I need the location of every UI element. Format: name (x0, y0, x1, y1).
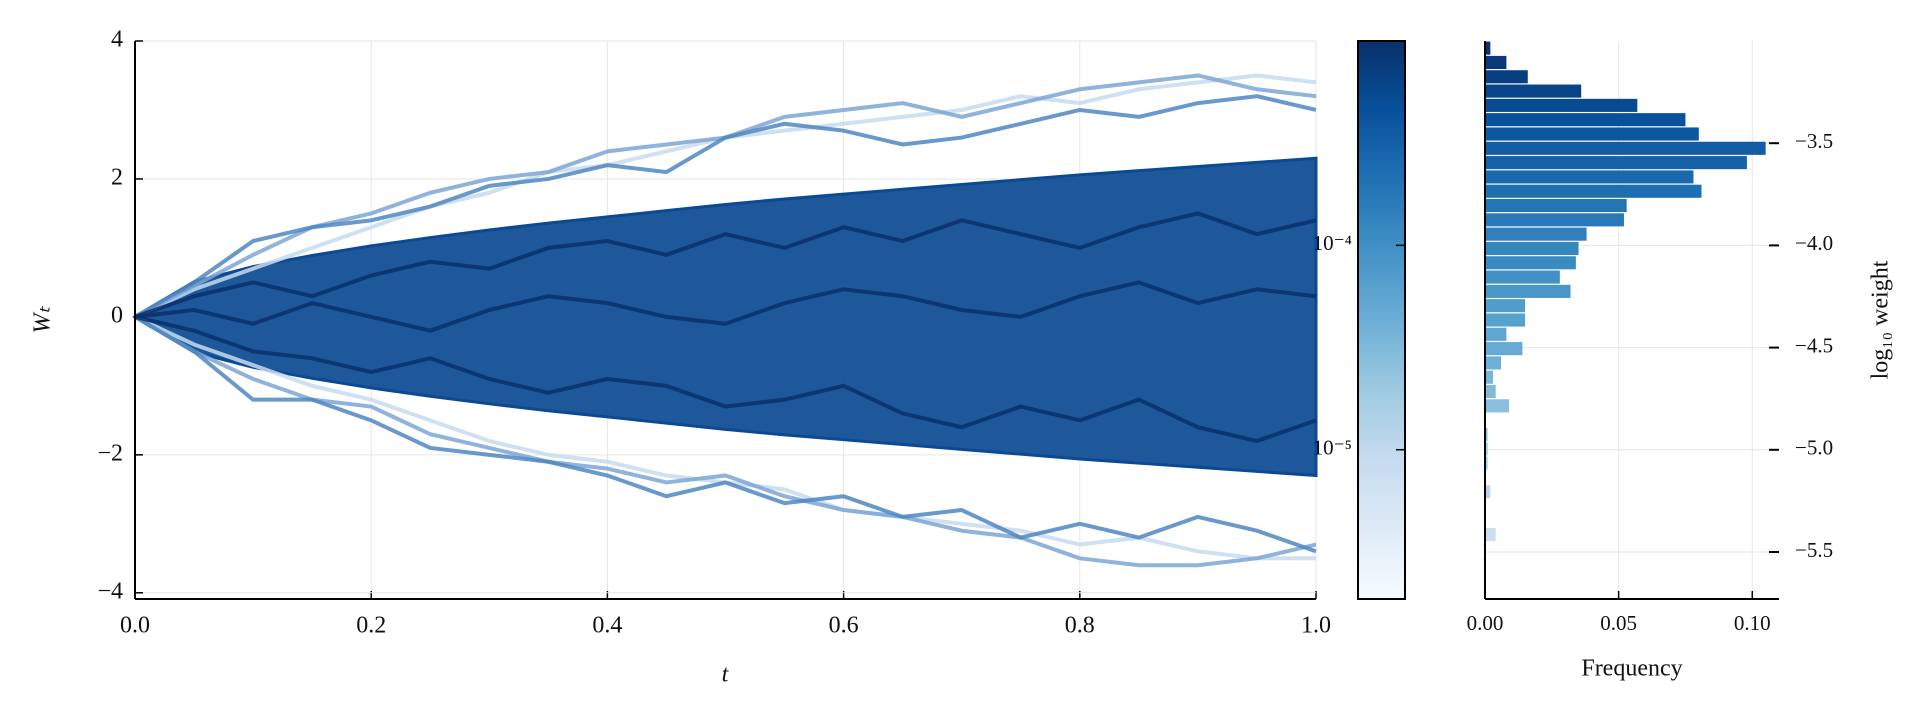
bar (1485, 313, 1526, 327)
bar (1485, 299, 1526, 313)
y-tick-label: −4 (97, 578, 123, 604)
colorbar-tick-label: 10⁻⁵ (1313, 436, 1352, 460)
bar (1485, 284, 1571, 298)
colorbar (1357, 40, 1406, 600)
x-tick-label: 0.05 (1600, 611, 1637, 635)
x-tick-label: 0.00 (1467, 611, 1504, 635)
bar (1485, 98, 1638, 112)
colorbar-tick-label: 10⁻⁴ (1313, 231, 1352, 255)
random-walk (133, 315, 1317, 554)
y-tick-label: 0 (111, 302, 123, 328)
y-tick-label: 4 (111, 27, 123, 53)
bar (1485, 113, 1686, 127)
x-axis-label: t (722, 662, 730, 688)
y-tick-label: 2 (111, 164, 123, 190)
bar (1485, 256, 1576, 270)
random-walk (134, 211, 1317, 319)
bar (1485, 485, 1491, 499)
y-tick-label: −4.0 (1795, 231, 1833, 255)
y-tick-label: −3.5 (1795, 129, 1833, 153)
random-walk (134, 314, 1317, 444)
bar (1485, 141, 1766, 155)
bar (1485, 270, 1560, 284)
random-walk (133, 94, 1317, 319)
bar (1485, 213, 1624, 227)
x-tick-label: 1.0 (1301, 613, 1331, 639)
bar (1485, 342, 1523, 356)
random-walk (134, 280, 1317, 333)
x-tick-label: 0.6 (829, 613, 859, 639)
bar (1485, 55, 1507, 70)
bar (1485, 356, 1502, 370)
hist-y-label: log₁₀ weight (1868, 260, 1894, 379)
path-band (132, 156, 1318, 478)
x-tick-label: 0.8 (1065, 613, 1095, 639)
bar (1485, 170, 1694, 184)
x-tick-label: 0.0 (120, 613, 150, 639)
bar (1485, 227, 1587, 241)
bar (1485, 198, 1627, 213)
random-walk (133, 315, 1317, 568)
bar (1485, 84, 1582, 98)
bar (1485, 370, 1494, 384)
bar (1485, 528, 1496, 542)
y-tick-label: −2 (97, 440, 123, 466)
x-tick-label: 0.4 (592, 613, 622, 639)
hist-x-label: Frequency (1581, 656, 1682, 682)
bar (1485, 184, 1702, 198)
x-tick-label: 0.10 (1734, 611, 1771, 635)
x-tick-label: 0.2 (356, 613, 386, 639)
bar (1485, 156, 1747, 170)
bar (1485, 399, 1510, 413)
y-tick-label: −5.5 (1795, 538, 1833, 562)
bar (1485, 127, 1699, 141)
y-tick-label: −4.5 (1795, 333, 1833, 357)
bar (1485, 41, 1491, 55)
bar (1485, 427, 1488, 442)
y-tick-label: −5.0 (1795, 436, 1833, 460)
bar (1485, 241, 1579, 256)
y-axis-label: Wₜ (30, 306, 56, 334)
bar (1485, 327, 1507, 341)
bar (1485, 442, 1488, 456)
bar (1485, 456, 1488, 470)
bar (1485, 384, 1496, 399)
bar (1485, 70, 1528, 84)
